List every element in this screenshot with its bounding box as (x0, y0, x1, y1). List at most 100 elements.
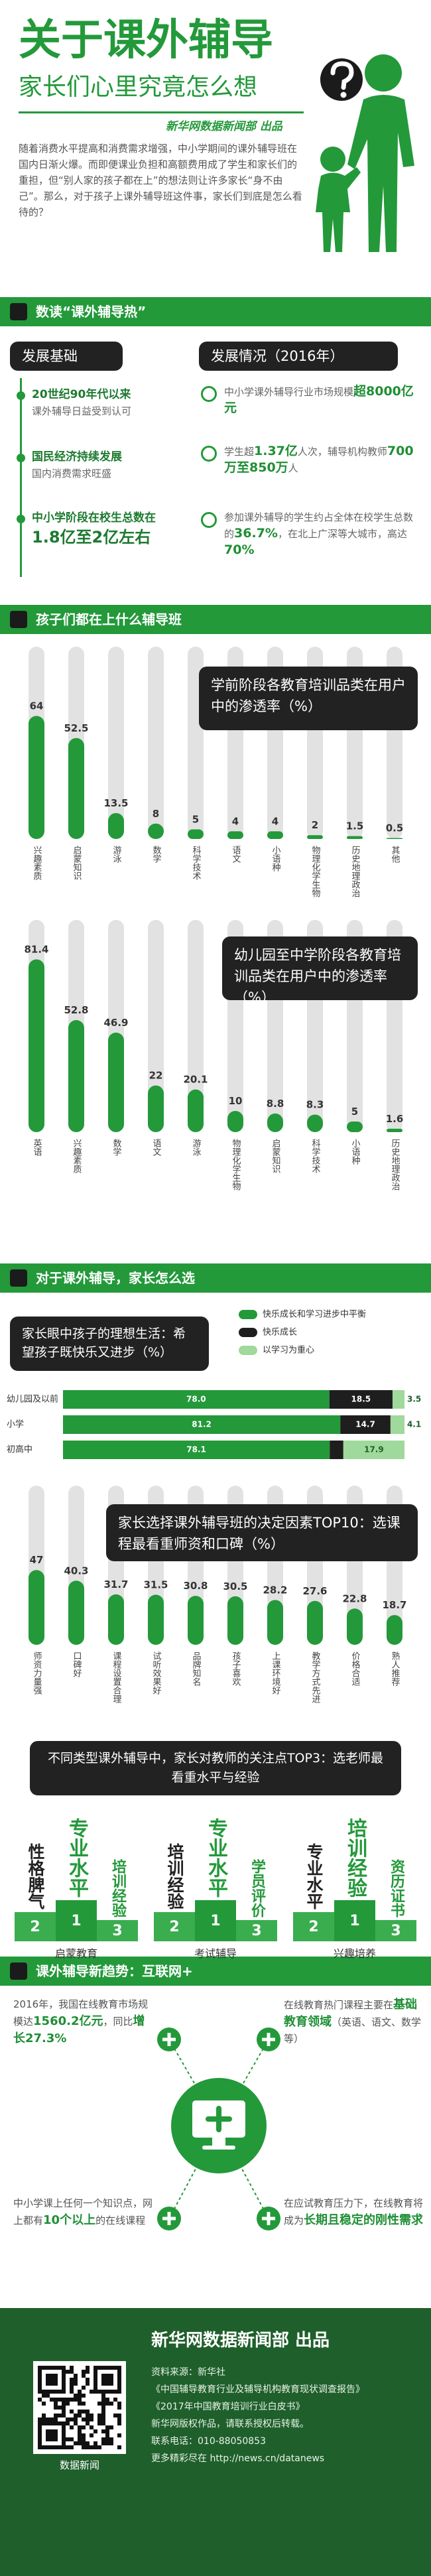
qr-module (82, 2437, 86, 2441)
qr-module (70, 2382, 74, 2386)
qr-module (78, 2437, 82, 2441)
podium-column: 培训经验 2 (154, 1843, 195, 1941)
chart-title: 家长眼中孩子的理想生活：希望孩子既快乐又进步（%） (10, 1317, 209, 1371)
text: 在线教育热门课程主要在 (284, 1999, 394, 2011)
value-label: 22.8 (342, 1592, 367, 1604)
podium-column: 培训经验 3 (97, 1859, 138, 1941)
bar (227, 1111, 243, 1132)
podium-text: 专业水平 (304, 1843, 324, 1909)
section-header: 孩子们都在上什么辅导班 (0, 605, 431, 634)
qr-module (101, 2394, 105, 2398)
value-label: 31.5 (143, 1578, 168, 1590)
bar (148, 1085, 164, 1132)
footer-credit: 新华网数据新闻部 出品 (151, 2331, 330, 2351)
overview-item: 参加课外辅导的学生约占全体在校学生总数的36.7%，在北上广深等大城市，高达 70… (224, 509, 420, 558)
qr-module (105, 2429, 109, 2433)
podium-block: 3 (97, 1920, 138, 1941)
qr-module (109, 2425, 113, 2429)
overview-item: 中小学阶段在校生总数在 1.8亿至2亿左右 (32, 509, 184, 548)
qr-module (97, 2421, 101, 2425)
qr-finder (46, 2429, 58, 2441)
qr-module (74, 2441, 78, 2445)
legend-label: 快乐成长 (263, 1328, 297, 1338)
podium-text: 专业水平 (204, 1818, 227, 1898)
section-title: 对于课外辅导，家长怎么选 (36, 1270, 195, 1286)
qr-module (93, 2441, 97, 2445)
category-label: 小学 (7, 1419, 24, 1430)
plus-badges (157, 2028, 280, 2230)
podium-block: 1 (56, 1900, 97, 1941)
overview-item: 中小学课外辅导行业市场规模超8000亿元 (224, 383, 420, 417)
section-icon (10, 303, 27, 320)
value-label: 4.1 (407, 1420, 421, 1429)
bar (188, 1596, 204, 1645)
qr-module (74, 2417, 78, 2421)
value-label: 18.5 (351, 1395, 371, 1404)
bar-track (108, 647, 124, 839)
podium-text: 培训经验 (343, 1818, 367, 1898)
qr-module (66, 2437, 70, 2441)
podium-text: 学员评价 (249, 1859, 265, 1917)
bar-segment (330, 1441, 343, 1459)
qr-module (78, 2441, 82, 2445)
value-label: 20.1 (183, 1074, 208, 1086)
qr-module (86, 2414, 90, 2417)
highlight: 增长27.3% (13, 2014, 145, 2045)
podium-text: 专业水平 (65, 1818, 88, 1898)
text: 2016年，我国在线教育市场规模达 (13, 1998, 149, 2028)
podium-text: 培训经验 (109, 1859, 126, 1917)
qr-module (78, 2433, 82, 2437)
qr-module (105, 2425, 109, 2429)
bar (347, 1608, 363, 1645)
timeline-dot (17, 391, 25, 400)
legend-label: 以学习为重心 (263, 1345, 314, 1356)
highlight: 36.7% (234, 526, 278, 541)
qr-module (82, 2402, 86, 2406)
value-label: 17.9 (364, 1445, 384, 1454)
category-label: 课程设置合理 (111, 1651, 122, 1703)
qr-code (33, 2361, 126, 2454)
page-title: 关于课外辅导 (19, 16, 273, 65)
qr-module (117, 2402, 121, 2406)
item-icon (201, 446, 217, 462)
item-icon (201, 512, 217, 528)
value-label: 14.7 (355, 1420, 375, 1429)
bar (387, 1615, 402, 1645)
value-label: 8.8 (267, 1098, 284, 1110)
bar (108, 1032, 124, 1132)
bar-segment (390, 1415, 404, 1434)
qr-module (93, 2445, 97, 2449)
qr-module (38, 2417, 42, 2421)
footer-line: 《中国辅导教育行业及辅导机构教育现状调查报告》 (151, 2384, 365, 2395)
qr-module (66, 2421, 70, 2425)
value-label: 52.8 (64, 1004, 88, 1016)
qr-module (78, 2425, 82, 2429)
qr-module (105, 2433, 109, 2437)
bar (267, 1113, 283, 1132)
value-label: 81.2 (192, 1420, 212, 1429)
category-label: 试听效果好 (151, 1651, 162, 1695)
qr-module (54, 2417, 58, 2421)
category-label: 英语 (32, 1139, 42, 1156)
qr-module (105, 2437, 109, 2441)
section-title: 课外辅导新趋势：互联网+ (36, 1963, 193, 1979)
qr-module (74, 2414, 78, 2417)
highlight: 1.37亿 (254, 444, 298, 458)
qr-module (117, 2414, 121, 2417)
qr-module (54, 2414, 58, 2417)
qr-module (101, 2441, 105, 2445)
item-head: 中小学阶段在校生总数在 (32, 511, 156, 525)
podium-column: 资历证书 3 (375, 1859, 416, 1941)
item-head: 国民经济持续发展 (32, 450, 122, 464)
trend-illustration (157, 2028, 280, 2230)
qr-module (78, 2402, 82, 2406)
qr-module (70, 2390, 74, 2394)
monitor-base (202, 2146, 235, 2150)
category-label: 孩子喜欢 (231, 1651, 241, 1686)
qr-module (101, 2406, 105, 2410)
category-label: 语文 (231, 846, 241, 863)
item-icon (201, 386, 217, 402)
qr-module (70, 2398, 74, 2402)
podium-group: 性格脾气 2 专业水平 1 培训经验 3 启蒙教育 (10, 1799, 143, 1964)
qr-module (70, 2370, 74, 2374)
